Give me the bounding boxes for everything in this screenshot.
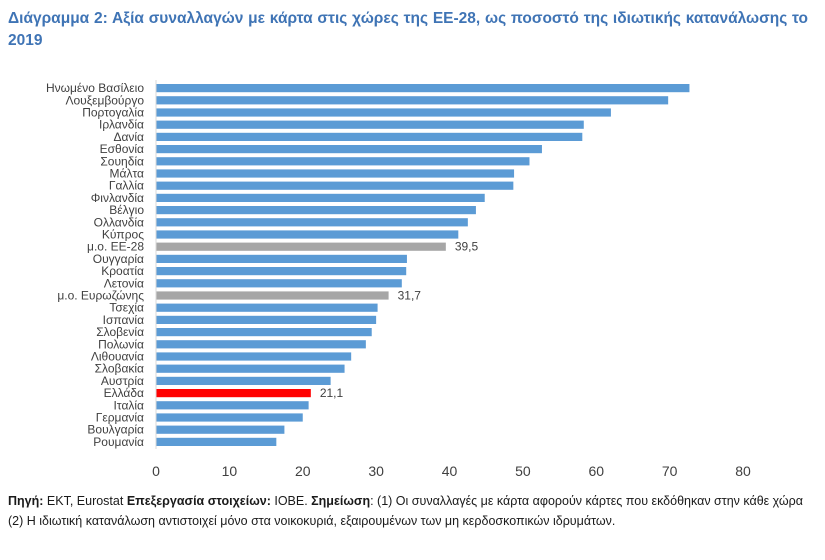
data-labels: 39,5 31,7 21,1 [320,240,479,400]
bar-chart: Ηνωμένο ΒασίλειοΛουξεμβούργοΠορτογαλίαΙρ… [46,80,751,479]
bar-11 [156,206,476,215]
bar-12 [156,218,468,227]
bar-22 [156,340,366,349]
category-label: Ισπανία [103,313,144,327]
bar-17 [156,279,402,288]
x-tick-label: 80 [735,463,751,479]
bar-18 [156,291,389,300]
category-label: μ.ο. ΕΕ-28 [87,240,144,254]
bar-19 [156,303,378,312]
x-tick-label: 60 [588,463,604,479]
data-label: 21,1 [320,386,344,400]
bar-15 [156,254,407,263]
bar-29 [156,425,285,434]
x-tick-label: 70 [662,463,678,479]
bar-10 [156,193,485,202]
category-label: Κύπρος [102,228,144,242]
bar-20 [156,315,377,324]
bar-27 [156,401,309,410]
category-label: Ιταλία [114,398,145,412]
bar-4 [156,120,584,129]
data-label: 31,7 [398,289,422,303]
bar-3 [156,108,611,117]
category-label: Σουηδία [100,154,144,168]
source-text: ΕΚΤ, Eurostat [43,494,127,508]
bar-26 [156,389,311,398]
x-tick-label: 10 [222,463,238,479]
category-label: Βέλγιο [109,203,144,217]
category-label: Ολλανδία [94,215,144,229]
category-label: Ρουμανία [93,435,144,449]
bar-24 [156,364,345,373]
x-tick-label: 20 [295,463,311,479]
bar-7 [156,157,530,166]
category-label: Ουγγαρία [93,252,144,266]
bar-14 [156,242,446,251]
category-label: Ηνωμένο Βασίλειο [46,81,144,95]
bar-28 [156,413,303,422]
category-label: Κροατία [101,264,144,278]
x-axis-tick-labels: 0 10 20 30 40 50 60 70 80 [152,463,751,479]
x-tick-label: 30 [368,463,384,479]
bar-13 [156,230,459,239]
category-label: Μάλτα [110,167,145,181]
bar-16 [156,267,407,276]
data-label: 39,5 [455,240,479,254]
processing-text: ΙΟΒΕ. [270,494,312,508]
category-labels: Ηνωμένο ΒασίλειοΛουξεμβούργοΠορτογαλίαΙρ… [46,81,144,449]
x-tick-label: 50 [515,463,531,479]
note-text: : (1) Οι συναλλαγές με κάρτα αφορούν κάρ… [8,494,804,528]
category-label: Γαλλία [109,179,144,193]
bar-30 [156,437,277,446]
bars-layer [156,84,690,446]
category-label: Αυστρία [101,374,144,388]
bar-23 [156,352,352,361]
category-label: Ιρλανδία [99,118,144,132]
note-label: Σημείωση [311,494,371,508]
category-label: Φινλανδία [91,191,144,205]
footnote: Πηγή: ΕΚΤ, Eurostat Επεξεργασία στοιχείω… [8,491,803,531]
x-tick-label: 40 [442,463,458,479]
category-label: μ.ο. Ευρωζώνης [57,289,144,303]
bar-8 [156,169,515,178]
x-tick-label: 0 [152,463,160,479]
category-label: Λετονία [104,276,144,290]
source-label: Πηγή: [8,494,44,508]
bar-1 [156,84,690,93]
category-label: Σλοβακία [95,362,144,376]
category-label: Σλοβενία [96,325,144,339]
category-label: Πορτογαλία [82,106,144,120]
category-label: Εσθονία [100,142,144,156]
bar-6 [156,145,542,154]
bar-2 [156,96,669,105]
chart-title: Διάγραμμα 2: Αξία συναλλαγών με κάρτα στ… [8,10,808,49]
category-label: Δανία [113,130,144,144]
bar-9 [156,181,514,190]
bar-25 [156,376,331,385]
category-label: Γερμανία [96,411,144,425]
bar-21 [156,328,372,337]
category-label: Πολωνία [98,337,144,351]
category-label: Λιθουανία [91,350,144,364]
processing-label: Επεξεργασία στοιχείων: [126,494,271,508]
category-label: Λουξεμβούργο [65,93,144,107]
category-label: Βουλγαρία [87,423,144,437]
category-label: Τσεχία [109,301,144,315]
category-label: Ελλάδα [104,386,144,400]
bar-5 [156,132,583,141]
